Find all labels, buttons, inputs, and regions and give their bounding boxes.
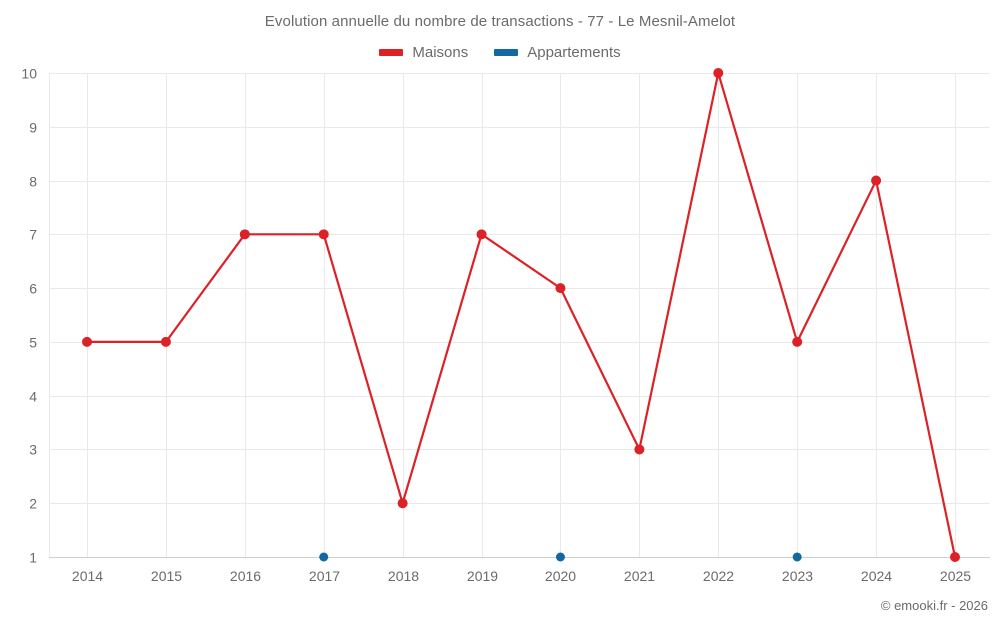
y-axis-tick-label: 2 <box>29 496 37 512</box>
y-axis-tick-label: 10 <box>21 66 37 82</box>
y-axis-tick-label: 1 <box>29 550 37 566</box>
y-axis-tick-label: 6 <box>29 281 37 297</box>
data-point[interactable] <box>318 229 329 240</box>
data-point[interactable] <box>792 552 802 562</box>
series-maisons <box>82 68 960 562</box>
y-axis-tick-label: 9 <box>29 120 37 136</box>
data-point[interactable] <box>950 552 960 562</box>
series-appartements <box>319 552 802 562</box>
data-point[interactable] <box>476 229 487 240</box>
y-axis-tick-label: 7 <box>29 227 37 243</box>
chart-title: Evolution annuelle du nombre de transact… <box>264 13 736 30</box>
x-axis-tick-label: 2025 <box>940 568 971 584</box>
data-point[interactable] <box>160 336 171 347</box>
x-axis-tick-label: 2021 <box>624 568 655 584</box>
copyright-credit: © emooki.fr - 2026 <box>880 598 988 613</box>
x-axis-tick-label: 2017 <box>309 568 340 584</box>
series-group <box>82 68 960 562</box>
data-point[interactable] <box>239 229 250 240</box>
data-point[interactable] <box>713 68 724 78</box>
x-axis-tick-label: 2023 <box>782 568 813 584</box>
data-point[interactable] <box>397 498 408 509</box>
y-axis-tick-label: 5 <box>29 335 37 351</box>
data-point[interactable] <box>634 444 645 455</box>
x-axis-tick-label: 2024 <box>861 568 892 584</box>
data-point[interactable] <box>555 283 566 294</box>
x-axis-tick-label: 2020 <box>545 568 576 584</box>
data-point[interactable] <box>82 336 92 347</box>
x-axis-tick-label: 2018 <box>388 568 419 584</box>
data-point[interactable] <box>555 552 565 562</box>
gridlines <box>49 73 990 558</box>
legend-label-appartements: Appartements <box>527 44 621 61</box>
x-axis-tick-label: 2019 <box>467 568 498 584</box>
data-point[interactable] <box>792 336 803 347</box>
x-axis-tick-label: 2016 <box>230 568 261 584</box>
tick-labels: 1 2 3 4 5 6 7 8 9 10 2014 2015 2016 2017 2018 2019 2020 2… <box>21 66 971 585</box>
y-axis-tick-label: 3 <box>29 442 37 458</box>
data-point[interactable] <box>319 552 329 562</box>
series-line-maisons <box>85 71 957 559</box>
legend-item-appartements[interactable]: Appartements <box>494 44 621 61</box>
y-axis-tick-label: 4 <box>29 389 37 405</box>
x-axis-tick-label: 2014 <box>72 568 103 584</box>
legend-item-maisons[interactable]: Maisons <box>379 44 468 61</box>
y-axis-tick-label: 8 <box>29 174 37 190</box>
chart-legend: Maisons Appartements <box>0 44 1000 61</box>
legend-label-maisons: Maisons <box>412 44 469 61</box>
x-axis-tick-label: 2015 <box>151 568 182 584</box>
data-point[interactable] <box>871 175 882 186</box>
legend-swatch-appartements <box>494 49 519 56</box>
x-axis-tick-label: 2022 <box>703 568 734 584</box>
legend-swatch-maisons <box>379 49 404 56</box>
